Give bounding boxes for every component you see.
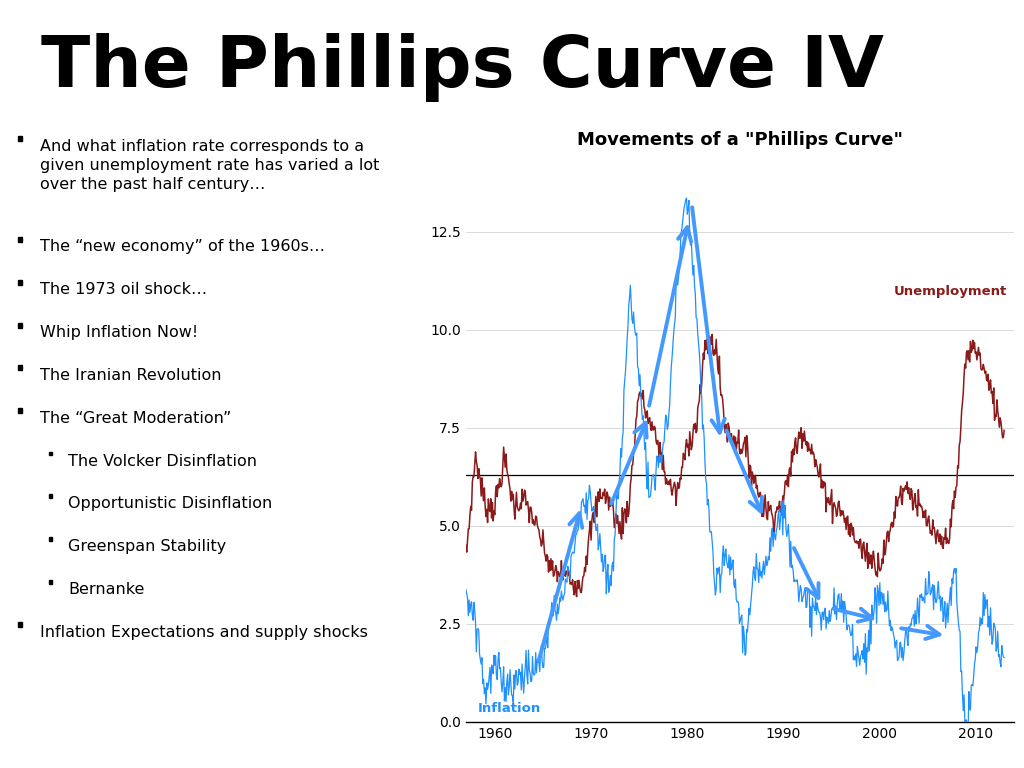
Bar [18, 136, 22, 141]
Bar [18, 280, 22, 285]
Text: Bernanke: Bernanke [69, 582, 144, 597]
Bar [18, 622, 22, 627]
Text: The “Great Moderation”: The “Great Moderation” [40, 411, 231, 425]
Bar [49, 580, 52, 584]
Bar [18, 323, 22, 328]
Text: The 1973 oil shock…: The 1973 oil shock… [40, 282, 207, 297]
Text: Unemployment: Unemployment [894, 285, 1007, 298]
Text: Whip Inflation Now!: Whip Inflation Now! [40, 325, 198, 340]
Bar [49, 452, 52, 455]
Text: The Volcker Disinflation: The Volcker Disinflation [69, 454, 257, 468]
Text: Opportunistic Disinflation: Opportunistic Disinflation [69, 496, 272, 511]
Bar [18, 366, 22, 370]
Text: And what inflation rate corresponds to a
given unemployment rate has varied a lo: And what inflation rate corresponds to a… [40, 139, 379, 192]
Title: Movements of a "Phillips Curve": Movements of a "Phillips Curve" [577, 131, 903, 149]
Bar [49, 538, 52, 541]
Text: Inflation Expectations and supply shocks: Inflation Expectations and supply shocks [40, 625, 368, 640]
Bar [18, 237, 22, 242]
Text: Inflation: Inflation [477, 702, 541, 715]
Bar [49, 495, 52, 498]
Bar [18, 408, 22, 413]
Text: The “new economy” of the 1960s…: The “new economy” of the 1960s… [40, 240, 325, 254]
Text: Greenspan Stability: Greenspan Stability [69, 539, 226, 554]
Text: The Iranian Revolution: The Iranian Revolution [40, 368, 221, 383]
Text: The Phillips Curve IV: The Phillips Curve IV [41, 33, 884, 102]
